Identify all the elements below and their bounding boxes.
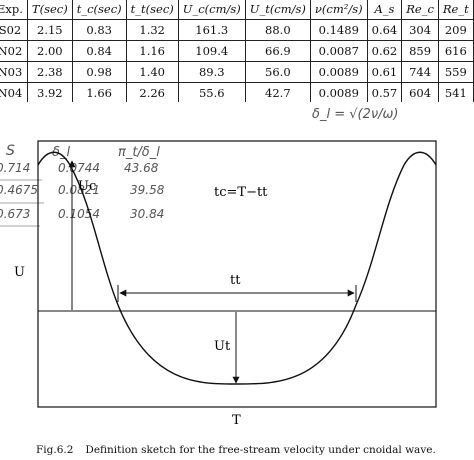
table-cell: 616: [437, 40, 474, 62]
caption-text: Definition sketch for the free-stream ve…: [85, 444, 436, 456]
table-cell: 0.57: [366, 82, 403, 102]
tt-label: tt: [230, 273, 241, 288]
annotation-delta-2: 0.0821: [58, 183, 100, 197]
table-row: N02 2.00 0.84 1.16 109.4 66.9 0.0087 0.6…: [0, 40, 474, 62]
annotation-ratio-3: 30.84: [130, 207, 164, 221]
table-row: N03 2.38 0.98 1.40 89.3 56.0 0.0089 0.61…: [0, 61, 474, 83]
table-row: S02 2.15 0.83 1.32 161.3 88.0 0.1489 0.6…: [0, 19, 474, 41]
annotation-delta-1: 0.0744: [58, 161, 100, 175]
table-cell: 2.26: [125, 82, 179, 102]
annotation-ratio-1: 43.68: [124, 161, 159, 175]
table-cell: 0.0089: [309, 61, 368, 83]
table-cell: 0.0087: [309, 40, 368, 62]
annotation-s-3: 0.673: [0, 207, 30, 221]
ut-label: Ut: [214, 339, 231, 354]
uc-label: Uc: [78, 179, 96, 194]
header-rec: Re_c: [401, 0, 439, 20]
table-cell: 88.0: [244, 19, 311, 41]
data-table-region: Exp. T(sec) t_c(sec) t_t(sec) U_c(cm/s) …: [0, 0, 474, 102]
annotation-col-delta: δ_l: [52, 145, 70, 160]
table-cell: 541: [437, 82, 474, 102]
u-axis-label: U: [14, 265, 25, 280]
pencil-annotations: S δ_l π_t/δ_l 0.714 0.0744 43.68 0.4675 …: [0, 107, 398, 227]
experiment-table: Exp. T(sec) t_c(sec) t_t(sec) U_c(cm/s) …: [0, 0, 474, 102]
table-row: N04 3.92 1.66 2.26 55.6 42.7 0.0089 0.57…: [0, 82, 474, 102]
period-equation: tc=T−tt: [214, 185, 268, 200]
table-cell: 42.7: [244, 82, 311, 102]
annotation-s-2: 0.4675: [0, 183, 38, 197]
annotation-delta-3: 0.1054: [58, 207, 100, 221]
t-axis-label: T: [232, 413, 241, 428]
annotation-ratio-2: 39.58: [130, 183, 165, 197]
table-cell: 66.9: [244, 40, 311, 62]
annotation-col-s: S: [6, 143, 15, 159]
caption-label: Fig.6.2: [36, 444, 74, 456]
figure-caption: Fig.6.2 Definition sketch for the free-st…: [36, 444, 436, 456]
annotation-formula: δ_l = √(2ν/ω): [312, 107, 398, 122]
table-cell: 2.00: [26, 40, 73, 62]
annotation-s-1: 0.714: [0, 161, 30, 175]
plot-frame: [37, 140, 437, 408]
cnoidal-wave-figure: S δ_l π_t/δ_l 0.714 0.0744 43.68 0.4675 …: [0, 107, 437, 428]
table-header-row: Exp. T(sec) t_c(sec) t_t(sec) U_c(cm/s) …: [0, 0, 474, 20]
velocity-curve: [37, 151, 437, 385]
table-cell: 604: [401, 82, 439, 102]
table-cell: N02: [0, 40, 28, 62]
table-cell: 0.61: [366, 61, 403, 83]
annotation-underlines: [0, 179, 44, 227]
table-cell: N04: [0, 82, 28, 102]
table-cell: 744: [401, 61, 439, 83]
table-cell: 0.98: [71, 61, 127, 83]
table-cell: 0.0089: [309, 82, 368, 102]
annotation-col-ratio: π_t/δ_l: [118, 145, 160, 160]
header-tc: t_c(sec): [71, 0, 127, 20]
table-cell: 2.38: [26, 61, 73, 83]
header-exp: Exp.: [0, 0, 28, 20]
table-cell: 1.32: [125, 19, 179, 41]
